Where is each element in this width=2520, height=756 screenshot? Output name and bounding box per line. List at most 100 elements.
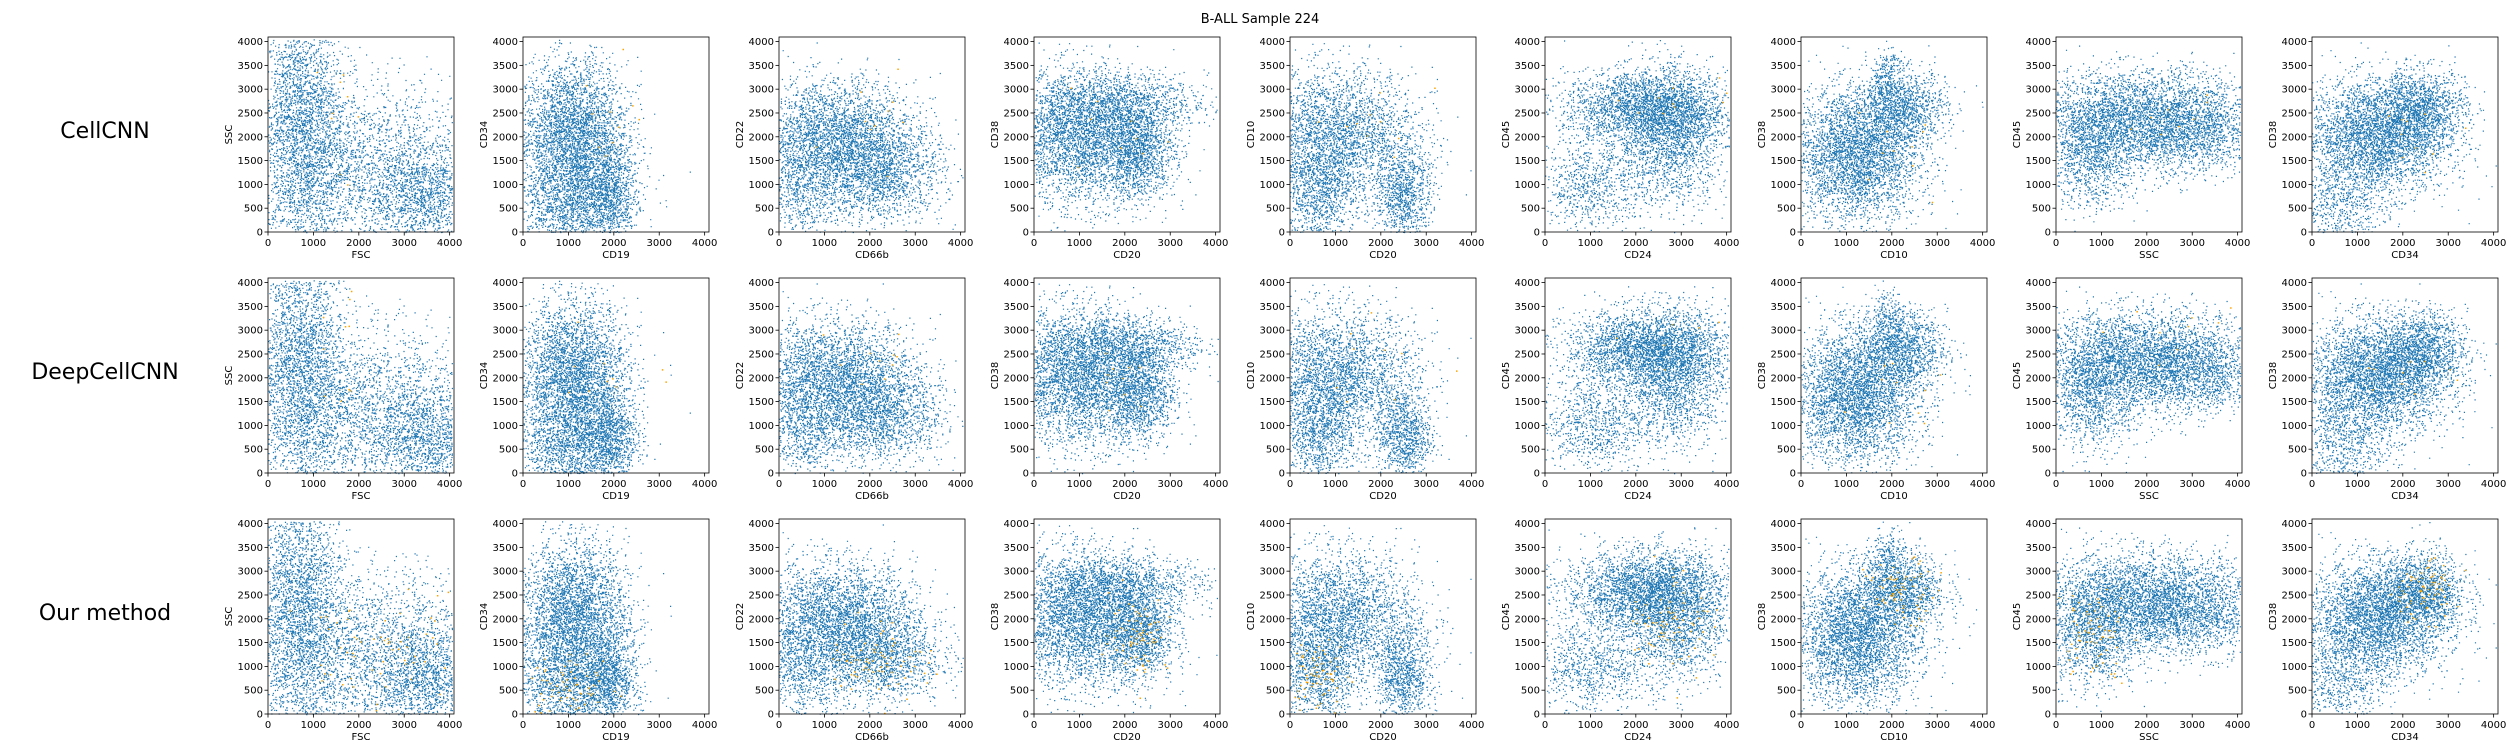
scatter-panel: 0 1000 2000 3000 4000 0 500 1000 1500 2000 2500 300… [735,518,973,743]
y-axis-label: CD22 [735,603,746,630]
axes-frame [2055,36,2243,233]
x-axis-label: SSC [2139,491,2159,502]
x-tick-label: 1000 [1323,720,1348,731]
y-tick-label: 3500 [1004,61,1029,72]
y-tick-label: 1000 [2282,421,2307,432]
y-tick-label: 500 [244,445,263,456]
y-tick-label: 2000 [238,132,263,143]
y-tick-label: 3500 [749,302,774,313]
y-tick-label: 500 [1521,686,1540,697]
y-tick-label: 2000 [1771,132,1796,143]
scatter-panel: 0 1000 2000 3000 4000 0 500 1000 1500 2000 2500 300… [479,277,717,502]
data-points [1034,524,1218,716]
point-cloud [2056,45,2242,232]
x-tick-label: 4000 [1970,479,1995,490]
y-tick-label: 1500 [493,397,518,408]
x-tick-label: 4000 [1714,720,1739,731]
y-tick-label: 1500 [2282,156,2307,167]
y-tick-label: 3000 [1260,85,1285,96]
y-tick-label: 500 [499,445,518,456]
scatter-panel: 0 1000 2000 3000 4000 0 500 1000 1500 2000 2500 300… [735,277,973,502]
y-tick-label: 2500 [493,349,518,360]
x-tick-label: 1000 [1578,238,1603,249]
x-tick-label: 0 [1542,479,1548,490]
point-cloud [779,283,964,475]
point-cloud [268,280,453,475]
y-tick-label: 1000 [238,180,263,191]
y-tick-label: 3000 [2282,85,2307,96]
x-tick-label: 0 [1287,479,1293,490]
y-axis-label: CD45 [1501,362,1512,389]
y-tick-label: 1500 [2282,397,2307,408]
y-tick-label: 3000 [749,567,774,578]
x-tick-label: 2000 [2134,479,2159,490]
axes-frame [2055,277,2243,474]
y-tick-label: 2500 [238,108,263,119]
x-tick-label: 4000 [2225,238,2250,249]
y-tick-label: 500 [1777,686,1796,697]
y-tick-label: 3500 [1515,543,1540,554]
point-cloud [1034,283,1219,475]
y-tick-label: 500 [1010,686,1029,697]
data-points [2056,45,2242,232]
x-tick-label: 2000 [1368,479,1393,490]
point-cloud [2312,283,2497,475]
x-tick-label: 4000 [1970,238,1995,249]
y-tick-label: 0 [1534,228,1540,239]
y-tick-label: 1500 [2026,156,2051,167]
y-tick-label: 0 [768,228,774,239]
data-points [268,39,454,234]
y-tick-label: 2000 [493,373,518,384]
axes-frame [2311,36,2499,233]
x-tick-label: 3000 [2436,238,2461,249]
y-tick-label: 1000 [2026,662,2051,673]
y-tick-label: 1500 [2282,638,2307,649]
y-tick-label: 3500 [1771,61,1796,72]
y-axis-label: CD45 [2012,603,2023,630]
y-tick-label: 500 [1010,204,1029,215]
axes-frame [267,277,455,474]
y-tick-label: 2500 [238,590,263,601]
x-axis-label: CD10 [1880,732,1907,743]
x-tick-label: 3000 [1414,720,1439,731]
y-tick-label: 2000 [1515,614,1540,625]
y-tick-label: 500 [244,686,263,697]
y-tick-label: 2000 [1260,373,1285,384]
y-tick-label: 1000 [1771,662,1796,673]
point-cloud [2312,522,2497,715]
x-tick-label: 0 [1031,238,1037,249]
y-tick-label: 2000 [2026,614,2051,625]
y-tick-label: 3500 [1515,302,1540,313]
y-tick-label: 2000 [2282,373,2307,384]
y-tick-label: 0 [2045,469,2051,480]
y-tick-label: 0 [1790,469,1796,480]
x-axis-label: SSC [2139,250,2159,261]
x-tick-label: 2000 [2134,238,2159,249]
y-axis-label: CD38 [1757,603,1768,630]
axes-frame [267,518,455,715]
x-tick-label: 3000 [647,238,672,249]
y-tick-label: 2000 [493,132,518,143]
y-tick-label: 3000 [1004,567,1029,578]
x-axis-label: CD10 [1880,250,1907,261]
y-tick-label: 1500 [1004,156,1029,167]
y-tick-label: 500 [1777,445,1796,456]
data-points [2312,283,2497,475]
y-tick-label: 1500 [1515,638,1540,649]
row-label-our-method: Our method [39,601,171,626]
y-tick-label: 3000 [1260,567,1285,578]
y-tick-label: 4000 [2026,278,2051,289]
y-tick-label: 3500 [2026,302,2051,313]
data-points [779,42,964,234]
y-tick-label: 3000 [1004,85,1029,96]
x-tick-label: 0 [1287,238,1293,249]
y-tick-label: 2500 [2282,349,2307,360]
y-axis-label: CD34 [479,603,490,630]
x-tick-label: 0 [1287,720,1293,731]
x-tick-label: 2000 [1368,238,1393,249]
x-tick-label: 2000 [1112,479,1137,490]
axes-frame [1289,36,1477,233]
point-cloud [1034,42,1218,232]
x-tick-label: 2000 [1368,720,1393,731]
y-axis-label: CD45 [1501,603,1512,630]
